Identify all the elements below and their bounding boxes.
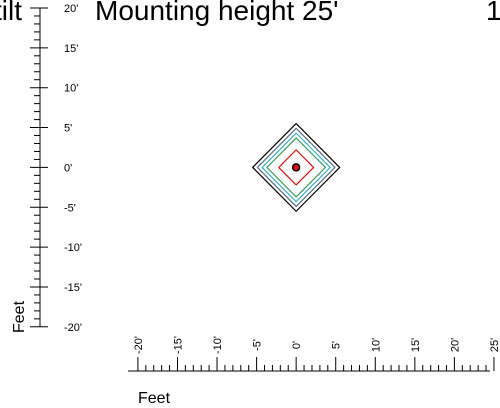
x-tick-label: 20' [449,338,461,352]
y-tick-label: 5' [64,123,72,135]
x-tick-label: -15' [172,336,184,354]
x-tick-label: -20' [133,336,145,354]
isoline [266,137,327,198]
isoline [278,149,315,186]
x-tick-label: 25' [489,338,500,352]
y-tick-label: 20' [64,3,78,15]
y-axis-label: Feet [11,300,28,333]
x-tick-label: 15' [410,338,422,352]
title-fragment: 1 [486,0,500,26]
y-tick-label: 15' [64,43,78,55]
y-tick-label: 10' [64,83,78,95]
x-tick-label: -10' [212,336,224,354]
y-tick-label: -20' [64,322,82,334]
y-tick-label: -5' [64,202,76,214]
title-fragment: tilt [0,0,22,26]
y-tick-label: 0' [64,162,72,174]
x-tick-label: 10' [370,338,382,352]
x-tick-label: 0' [291,341,303,349]
isoline [261,132,331,203]
chart-title: Mounting height 25' [95,0,339,26]
x-tick-label: -5' [252,339,264,351]
fixture [291,163,301,172]
isoline [252,122,341,212]
x-axis-label: Feet [138,390,171,407]
y-tick-label: -15' [64,282,82,294]
x-tick-label: 5' [331,341,343,349]
y-tick-label: -10' [64,242,82,254]
isoline [256,127,336,208]
